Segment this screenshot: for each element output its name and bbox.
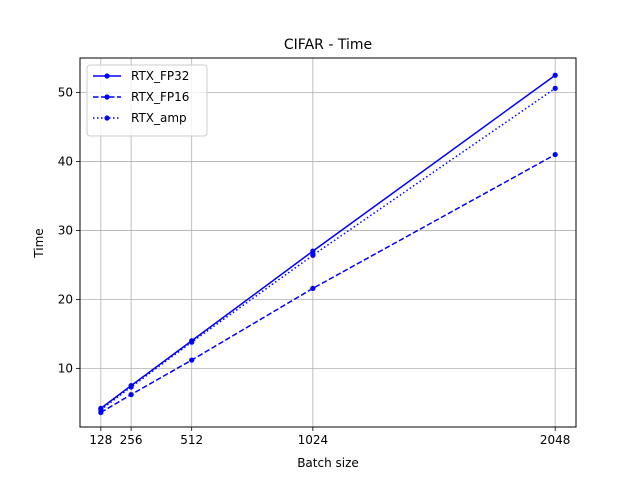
y-tick-label: 30 xyxy=(58,223,73,237)
x-tick-label: 512 xyxy=(180,433,203,447)
y-tick-label: 10 xyxy=(58,361,73,375)
legend-marker xyxy=(104,94,110,100)
x-tick-label: 256 xyxy=(120,433,143,447)
legend-label: RTX_FP32 xyxy=(131,69,189,83)
data-point xyxy=(552,72,558,78)
data-point xyxy=(552,85,558,91)
x-axis-label: Batch size xyxy=(297,456,359,470)
y-tick-label: 40 xyxy=(58,154,73,168)
data-point xyxy=(310,248,316,254)
data-point xyxy=(128,384,134,390)
chart-title: CIFAR - Time xyxy=(284,37,372,53)
y-tick-label: 20 xyxy=(58,292,73,306)
data-point xyxy=(189,357,195,363)
legend-label: RTX_FP16 xyxy=(131,90,189,104)
y-axis-label: Time xyxy=(32,228,46,258)
x-tick-label: 128 xyxy=(89,433,112,447)
data-point xyxy=(310,285,316,291)
data-point xyxy=(552,151,558,158)
legend: RTX_FP32 RTX_FP16 RTX_amp xyxy=(86,64,208,137)
x-tick-label: 1024 xyxy=(298,433,329,447)
legend-marker xyxy=(104,73,110,79)
data-point xyxy=(189,339,195,345)
y-tick-label: 50 xyxy=(58,85,73,99)
plot-frame xyxy=(79,57,577,428)
axis-ticks: 128 256 512 1024 2048 10 20 30 40 50 xyxy=(58,85,571,447)
x-tick-label: 2048 xyxy=(540,433,571,447)
data-point xyxy=(98,407,104,413)
legend-marker xyxy=(104,115,110,121)
legend-label: RTX_amp xyxy=(131,111,187,125)
data-point xyxy=(128,391,134,398)
series-group xyxy=(98,72,558,416)
data-point xyxy=(310,252,316,258)
